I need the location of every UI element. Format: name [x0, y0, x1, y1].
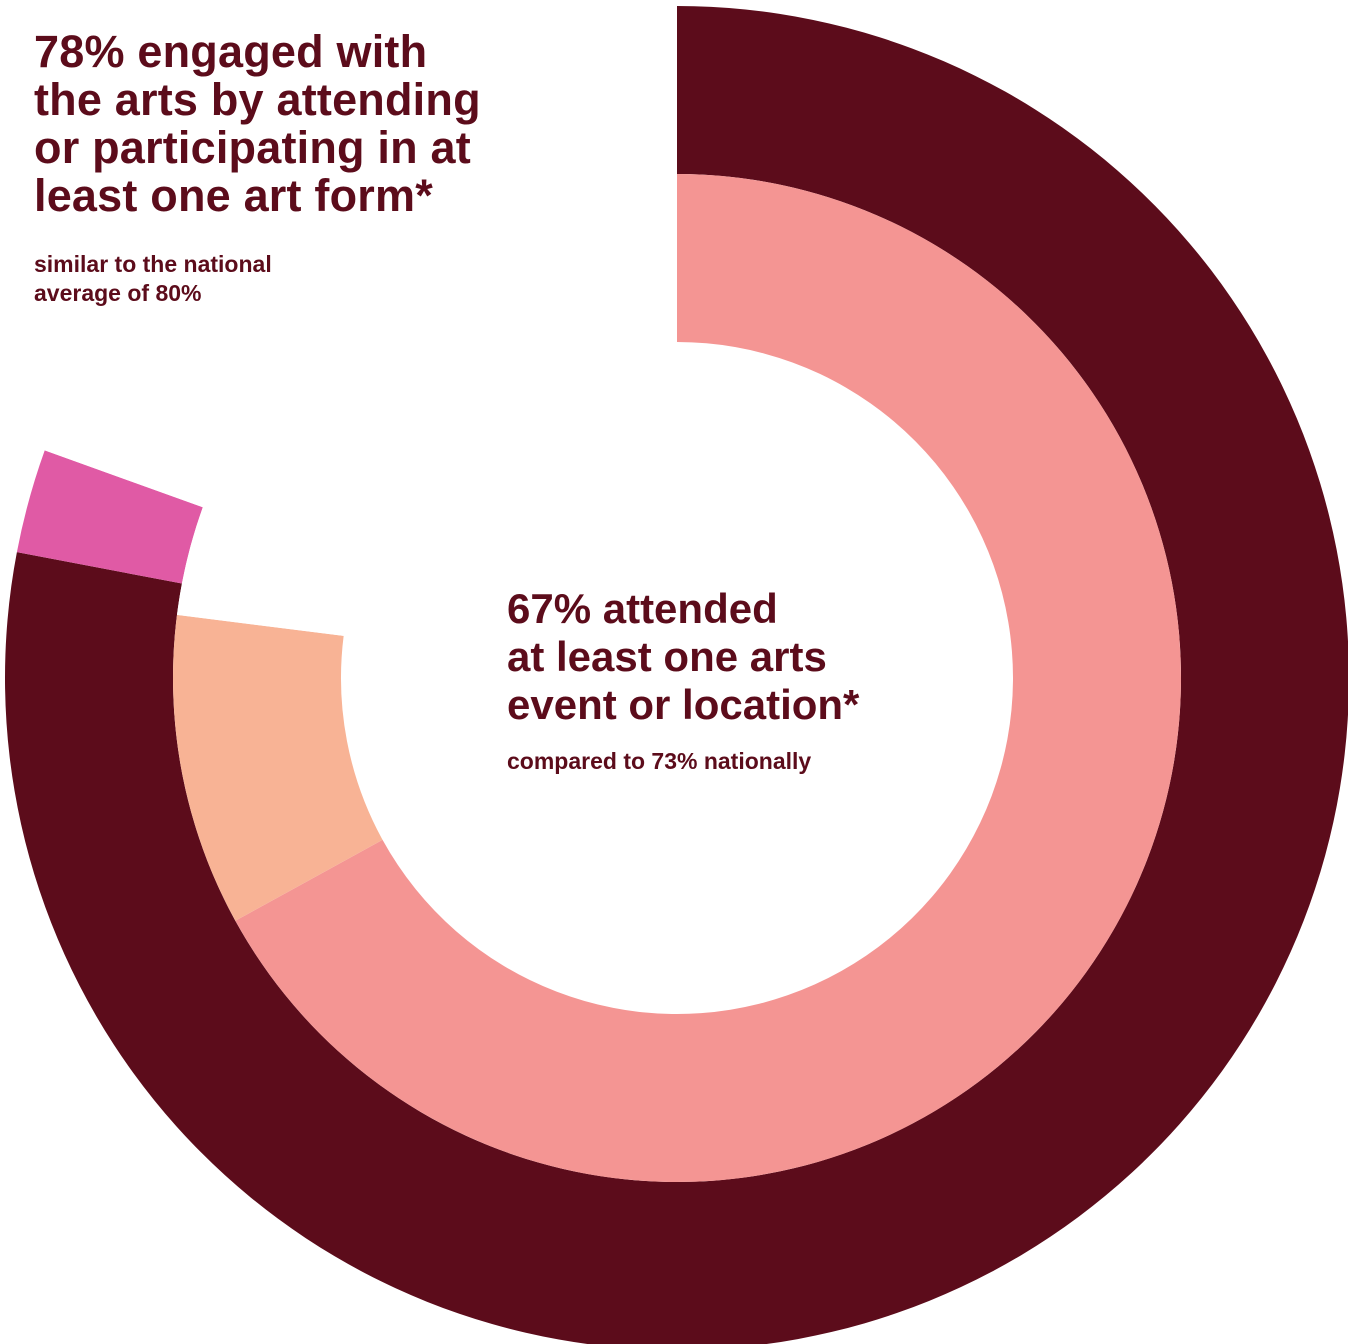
ring-1-slice-2 [16, 450, 203, 584]
outer-headline-line: or participating in at [34, 122, 471, 173]
outer-subtitle-line: average of 80% [34, 280, 202, 306]
inner-headline-line: 67% attended [507, 585, 778, 632]
ring-2-slice-1 [235, 174, 1181, 1182]
ring-2-slice-2 [173, 614, 383, 921]
ring-1-slice-3 [44, 6, 677, 508]
outer-ring-subtitle: similar to the national average of 80% [34, 250, 394, 308]
outer-subtitle-line: similar to the national [34, 251, 272, 277]
ring-2-slice-3 [176, 174, 678, 636]
inner-ring-headline: 67% attended at least one arts event or … [507, 585, 1027, 729]
inner-subtitle-line: compared to 73% nationally [507, 748, 812, 774]
outer-ring-headline: 78% engaged with the arts by attending o… [34, 28, 574, 220]
inner-headline-line: at least one arts [507, 633, 827, 680]
inner-headline-line: event or location* [507, 681, 860, 728]
outer-headline-line: 78% engaged with [34, 26, 428, 77]
outer-headline-line: least one art form* [34, 170, 433, 221]
inner-ring-subtitle: compared to 73% nationally [507, 747, 987, 776]
outer-headline-line: the arts by attending [34, 74, 481, 125]
